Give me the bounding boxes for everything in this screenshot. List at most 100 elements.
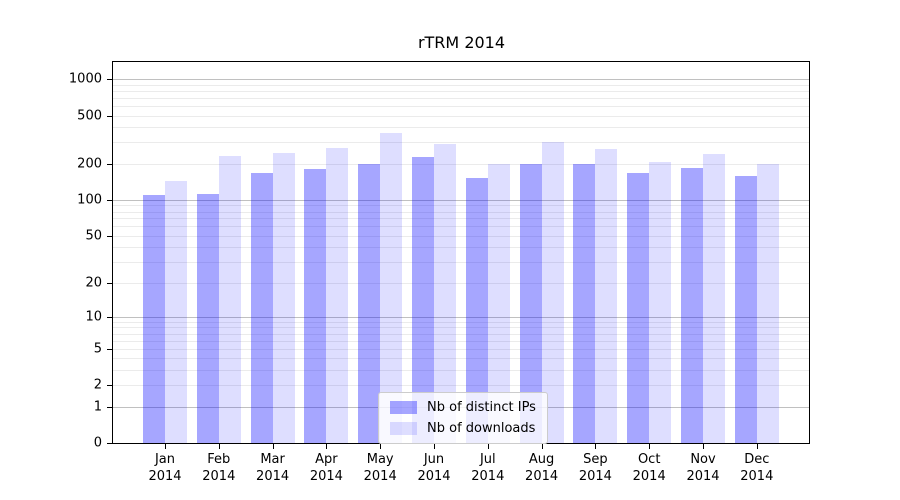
y-tick-label: 100	[77, 192, 102, 208]
bar	[681, 167, 703, 443]
y-tick-mark	[107, 443, 112, 444]
bar	[649, 162, 672, 443]
legend-item: Nb of distinct IPs	[390, 400, 536, 415]
x-tick-label: Jan 2014	[133, 451, 197, 485]
y-tick-mark	[107, 385, 112, 387]
x-tick-mark	[272, 444, 274, 449]
grid-line-minor	[113, 262, 809, 264]
grid-line-minor	[113, 163, 809, 165]
bar	[465, 177, 488, 443]
y-tick-mark	[107, 163, 112, 165]
x-tick-mark	[326, 444, 328, 449]
grid-line-minor	[113, 218, 809, 220]
grid-line-major	[113, 79, 809, 80]
bar	[573, 163, 596, 443]
x-tick-label: Oct 2014	[617, 451, 681, 485]
bar	[326, 148, 349, 443]
x-tick-month: Oct	[637, 452, 661, 467]
x-tick-month: Mar	[260, 452, 285, 467]
bar	[250, 172, 273, 443]
x-tick-year: 2014	[202, 469, 236, 484]
y-tick-mark	[107, 115, 112, 117]
y-tick-label: 5	[93, 341, 102, 357]
y-tick-label: 500	[77, 108, 102, 123]
bar	[734, 176, 757, 443]
bar	[434, 144, 456, 443]
bar	[541, 142, 564, 443]
y-tick-mark	[107, 406, 112, 408]
y-tick-mark	[107, 316, 112, 318]
grid-line-major	[113, 316, 809, 318]
x-tick-mark	[703, 444, 704, 449]
bar	[196, 193, 219, 443]
x-tick-mark	[649, 444, 651, 449]
x-tick-label: Sep 2014	[563, 451, 627, 485]
plot-area	[112, 61, 810, 444]
x-tick-year: 2014	[148, 469, 182, 484]
grid-line-major	[113, 199, 809, 201]
grid-line-minor	[113, 127, 809, 129]
bar	[412, 156, 434, 443]
x-tick-year: 2014	[471, 469, 505, 484]
bar	[218, 156, 241, 443]
bar	[756, 164, 779, 443]
grid-line-minor	[113, 226, 809, 228]
x-tick-mark	[218, 444, 220, 449]
x-tick-year: 2014	[309, 469, 343, 484]
legend-swatch-downloads	[390, 422, 417, 435]
y-tick-label: 20	[85, 275, 102, 291]
x-tick-year: 2014	[417, 469, 451, 484]
bar	[304, 168, 327, 443]
grid-line-minor	[113, 105, 809, 107]
bar	[627, 172, 650, 443]
bar	[143, 194, 165, 443]
x-tick-year: 2014	[256, 469, 290, 484]
bar	[519, 164, 542, 443]
grid-line-minor	[113, 321, 809, 323]
y-tick-mark	[107, 282, 112, 284]
bar	[703, 154, 725, 443]
y-tick-mark	[107, 79, 112, 80]
x-tick-month: Feb	[207, 452, 231, 467]
y-tick-label: 10	[85, 309, 102, 325]
x-tick-label: Apr 2014	[294, 451, 358, 485]
x-tick-year: 2014	[578, 469, 612, 484]
y-tick-mark	[107, 235, 112, 237]
x-tick-month: Aug	[528, 452, 555, 467]
y-tick-label: 200	[77, 156, 102, 172]
grid-line-minor	[113, 142, 809, 144]
x-tick-label: Aug 2014	[510, 451, 574, 485]
grid-line-minor	[113, 327, 809, 329]
x-tick-label: Feb 2014	[187, 451, 251, 485]
x-tick-mark	[487, 444, 489, 449]
x-tick-month: Apr	[315, 452, 338, 467]
grid-line-minor	[113, 97, 809, 99]
x-tick-month: Sep	[583, 452, 608, 467]
grid-line-minor	[113, 385, 809, 387]
grid-line-minor	[113, 348, 809, 350]
grid-line-minor	[113, 333, 809, 335]
x-tick-month: Jul	[479, 452, 496, 467]
legend-swatch-distinct-ips	[390, 401, 417, 414]
y-tick-label: 0	[93, 435, 102, 451]
grid-line-minor	[113, 205, 809, 207]
bar	[380, 133, 403, 443]
grid-line-minor	[113, 235, 809, 237]
grid-line-minor	[113, 282, 809, 284]
bar	[272, 153, 295, 443]
x-tick-label: Jul 2014	[456, 451, 520, 485]
x-tick-mark	[595, 444, 597, 449]
x-tick-year: 2014	[740, 469, 774, 484]
legend-label: Nb of downloads	[427, 421, 536, 436]
y-tick-mark	[107, 348, 112, 350]
y-tick-label: 2	[93, 377, 102, 393]
grid-line-minor	[113, 340, 809, 342]
legend-item: Nb of downloads	[390, 421, 536, 436]
legend-label: Nb of distinct IPs	[427, 400, 536, 415]
x-tick-year: 2014	[525, 469, 559, 484]
x-tick-month: Jan	[154, 452, 176, 467]
x-tick-year: 2014	[686, 469, 720, 484]
bar	[358, 163, 381, 443]
x-tick-month: Jun	[423, 452, 445, 467]
